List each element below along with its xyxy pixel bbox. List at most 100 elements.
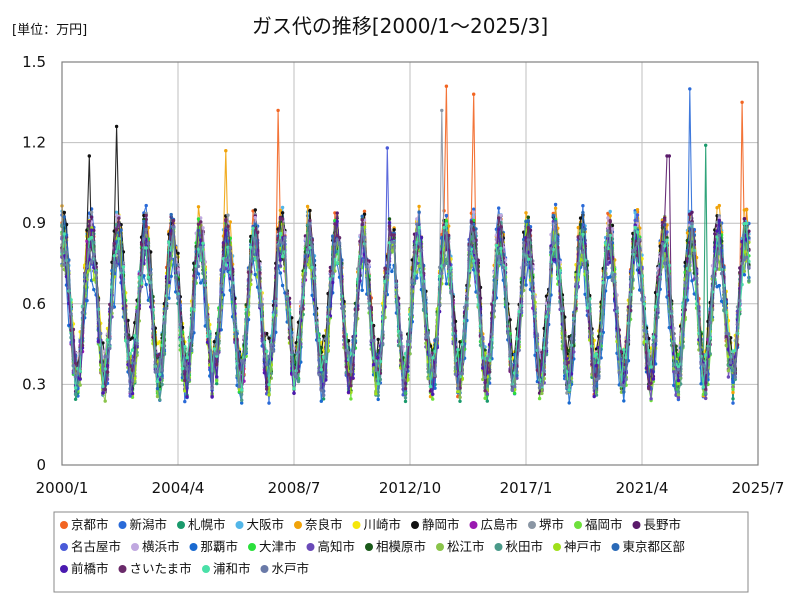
data-point [665,230,669,234]
data-point [717,283,721,288]
data-point [688,212,692,216]
data-point [335,211,339,215]
data-point [431,397,435,401]
data-point [524,283,528,287]
data-point [440,108,444,113]
data-point [89,210,94,214]
data-point [276,108,280,113]
data-point [740,100,744,105]
data-point [199,281,203,285]
data-point [176,251,180,255]
data-point [62,210,66,215]
data-point [169,274,173,278]
data-point [183,399,187,404]
data-point [224,149,228,153]
data-point [196,272,201,276]
data-point [308,208,312,213]
data-point [458,399,462,403]
data-point [142,274,146,278]
data-point [149,250,153,254]
data-point [114,124,119,129]
data-point [349,397,353,401]
data-point [715,206,719,210]
data-point [742,273,747,277]
data-point [130,336,135,340]
data-point [699,382,703,386]
data-point [253,272,257,277]
data-point [280,205,285,210]
data-point [444,213,449,218]
data-point [581,204,585,208]
data-point [635,213,640,217]
data-point [553,202,558,207]
data-point [226,213,230,217]
data-point [731,390,735,395]
data-point [144,203,148,208]
data-point [212,340,217,344]
data-point [444,219,449,223]
data-point [483,396,487,400]
data-point [385,146,389,150]
data-point [524,211,528,215]
data-point [403,399,408,404]
data-point [717,216,721,220]
data-point [676,395,681,400]
data-point [240,401,244,405]
data-point [742,217,747,221]
data-point [726,375,731,379]
data-point [376,397,380,402]
data-point [690,210,694,214]
data-point [608,209,612,214]
data-point [376,337,380,342]
data-point [676,353,681,357]
data-point [667,154,671,158]
data-point [128,394,132,398]
data-point [533,353,537,357]
data-point [606,216,610,220]
data-point [472,207,476,211]
data-point [444,282,449,286]
data-point [433,386,437,390]
data-point [253,208,257,212]
data-point [283,230,287,235]
data-point [267,336,271,340]
data-point [688,87,692,91]
data-point [485,392,489,396]
data-point [362,209,367,213]
data-point [635,208,640,212]
data-point [472,210,476,214]
data-point [215,381,219,386]
data-point [114,210,119,214]
data-point [731,401,735,405]
data-point [201,226,205,230]
data-point [731,387,735,391]
data-point [704,396,708,401]
data-point [717,203,721,208]
data-point [267,401,271,405]
data-point [537,396,542,401]
data-point [608,214,612,218]
data-point [610,227,615,231]
data-point [649,397,653,401]
data-point [362,212,367,216]
data-point [731,380,735,384]
data-point [622,399,626,403]
data-point [87,154,92,158]
data-point [390,269,394,274]
data-point [583,292,587,296]
data-point [253,215,257,220]
data-point [731,397,735,401]
data-point [704,143,708,147]
chart-title: ガス代の推移[2000/1～2025/3] [252,14,548,38]
data-point [415,276,419,280]
data-point [280,283,285,288]
data-point [567,401,571,405]
data-point [215,379,219,383]
data-point [744,208,749,212]
data-point [633,211,637,215]
data-point [578,216,583,220]
data-point [360,288,364,292]
data-point [444,84,449,88]
data-point [497,206,501,210]
